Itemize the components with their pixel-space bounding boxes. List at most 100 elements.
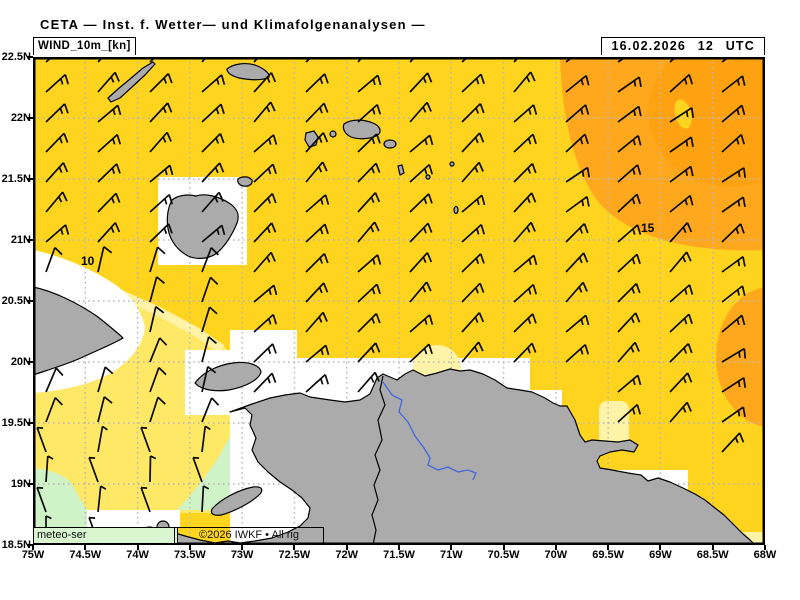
wind-barb: [140, 426, 151, 453]
lon-tick: [711, 545, 714, 550]
wind-barb: [253, 343, 277, 363]
wind-barb: [617, 164, 642, 183]
wind-barb: [357, 74, 382, 93]
wind-barb: [253, 192, 277, 213]
wind-barb: [45, 103, 69, 123]
lon-label-71.5W: 71.5W: [383, 549, 415, 561]
river-line: [382, 381, 477, 481]
wind-barb: [97, 192, 121, 213]
lat-label-21.5N: 21.5N: [1, 173, 31, 185]
land-caicos-cay: [329, 130, 337, 138]
wind-barb: [45, 455, 54, 483]
wind-barb: [45, 397, 63, 423]
wind-barb: [409, 72, 433, 93]
wind-barb: [149, 131, 172, 153]
lon-tick: [345, 545, 348, 550]
wind-barb: [305, 252, 329, 273]
wind-barb: [409, 222, 433, 243]
wind-barb: [461, 223, 486, 243]
wind-barb: [409, 134, 434, 153]
land-crooked-island: [107, 61, 156, 103]
lon-label-69W: 69W: [649, 549, 672, 561]
lat-label-19.5N: 19.5N: [1, 417, 31, 429]
wind-barb: [461, 312, 485, 333]
wind-barb: [409, 343, 433, 363]
lon-tick: [554, 545, 557, 550]
wind-barb: [461, 161, 484, 183]
wind-barb: [253, 101, 276, 123]
lon-label-72.5W: 72.5W: [278, 549, 311, 561]
wind-barb: [357, 283, 381, 303]
wind-barb: [88, 456, 99, 483]
wind-barb: [36, 486, 47, 513]
wind-barb: [97, 133, 122, 153]
wind-barb: [149, 164, 174, 183]
lon-tick: [397, 545, 400, 550]
wind-barb: [201, 366, 217, 393]
lon-tick: [607, 545, 610, 550]
lat-tick: [27, 117, 33, 119]
wind-barb: [409, 281, 432, 303]
land-gonave: [210, 486, 263, 516]
lon-tick: [502, 545, 505, 550]
lat-label-21N: 21N: [10, 234, 31, 246]
wind-barb: [201, 276, 219, 303]
map-canvas: 10 15: [33, 57, 765, 545]
wind-barb: [201, 191, 224, 213]
land-mayaguana: [226, 63, 270, 81]
wind-barb: [253, 284, 278, 303]
wind-barb: [721, 75, 746, 93]
wind-barb: [513, 221, 536, 243]
lon-tick: [659, 545, 662, 550]
wind-barb: [201, 162, 225, 183]
wind-barb: [669, 194, 694, 213]
wind-barb: [669, 222, 693, 243]
wind-barb: [45, 73, 70, 93]
wind-barb: [565, 343, 590, 363]
wind-barb: [201, 132, 225, 153]
wind-barb: [565, 196, 590, 213]
wind-barb: [565, 281, 588, 303]
wind-barb: [45, 132, 69, 153]
lat-tick: [27, 56, 33, 58]
wind-barb: [97, 222, 121, 243]
wind-barb: [617, 282, 641, 303]
map-frame: [33, 57, 765, 545]
lon-label-72W: 72W: [335, 549, 359, 561]
wind-barb: [45, 224, 70, 243]
wind-barb: [721, 167, 747, 183]
wind-barb: [617, 193, 641, 213]
land-grand-turk: [397, 164, 405, 176]
band-calm-green-right: [177, 423, 237, 510]
wind-barb: [565, 104, 590, 123]
lat-tick: [27, 422, 33, 424]
land-little-inagua: [237, 176, 253, 187]
wind-barb: [149, 337, 168, 363]
land-great-inagua: [166, 194, 239, 259]
lon-label-69.5W: 69.5W: [592, 549, 625, 561]
contour-label-10: 10: [81, 254, 95, 268]
wind-barb: [201, 485, 210, 513]
wind-barb: [461, 341, 484, 363]
wind-barb: [45, 367, 64, 393]
wind-barb: [357, 312, 381, 333]
lon-tick: [84, 545, 87, 550]
wind-barb: [357, 342, 381, 363]
lat-label-22N: 22N: [10, 112, 31, 124]
wind-barb: [461, 194, 486, 213]
wind-barb: [201, 224, 226, 243]
wind-barb: [617, 224, 642, 243]
land-caicos-main: [342, 119, 381, 140]
wind-barb: [513, 283, 538, 303]
lon-label-73W: 73W: [230, 549, 254, 561]
wind-barb: [617, 374, 642, 393]
wind-barb: [669, 401, 692, 423]
wind-barb: [721, 256, 746, 273]
wind-barb: [513, 254, 538, 273]
wind-barb: [149, 366, 167, 393]
wind-barb: [36, 426, 47, 453]
wind-barb: [461, 132, 485, 153]
wind-barb: [45, 191, 68, 213]
wind-barb: [669, 136, 694, 153]
